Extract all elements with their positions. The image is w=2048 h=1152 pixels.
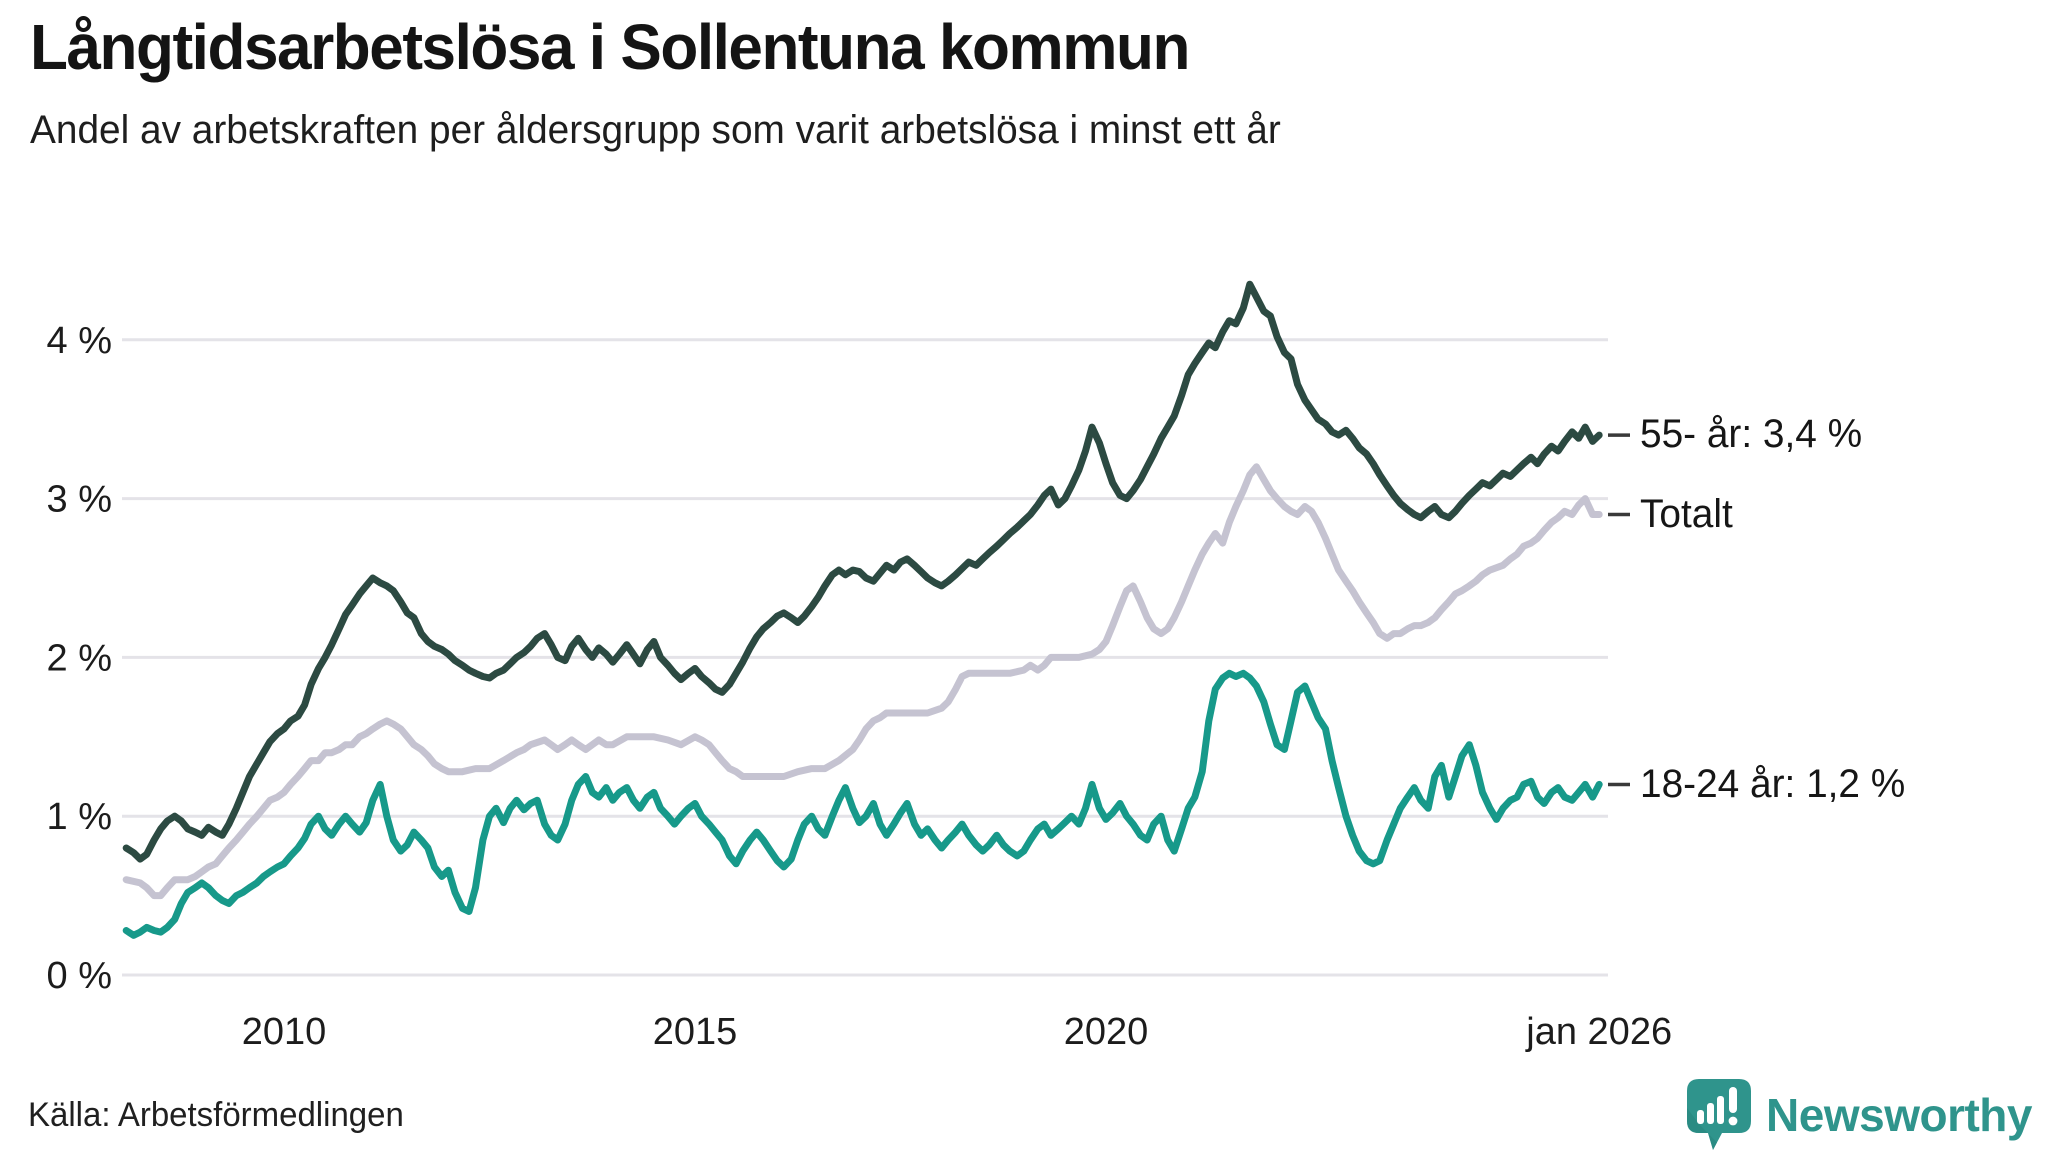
y-axis-tick-label: 4 % <box>47 320 112 362</box>
series-line-55-år <box>122 280 1603 863</box>
brand-name: Newsworthy <box>1766 1089 2032 1141</box>
series-end-label-18-24: 18-24 år: 1,2 % <box>1640 762 1906 806</box>
brand-lockup: Newsworthy <box>1686 1078 2032 1152</box>
y-axis-tick-label: 1 % <box>47 796 112 838</box>
y-axis-tick-label: 0 % <box>47 955 112 997</box>
x-axis-tick-label: 2015 <box>653 1011 738 1053</box>
y-axis-tick-label: 2 % <box>47 637 112 679</box>
x-axis-tick-label: 2020 <box>1064 1011 1149 1053</box>
x-axis-tick-label: jan 2026 <box>1525 1011 1672 1053</box>
page-title: Långtidsarbetslösa i Sollentuna kommun <box>30 11 1190 83</box>
series-end-label-totalt: Totalt <box>1640 492 1733 536</box>
series-end-label-55: 55- år: 3,4 % <box>1640 412 1863 456</box>
page-subtitle: Andel av arbetskraften per åldersgrupp s… <box>30 108 1281 152</box>
series-line-18-24år <box>122 669 1603 939</box>
source-note: Källa: Arbetsförmedlingen <box>28 1096 404 1134</box>
series-line-Totalt <box>122 463 1603 900</box>
x-axis-tick-label: 2010 <box>242 1011 327 1053</box>
newsworthy-logo-icon <box>1687 1079 1752 1150</box>
y-axis-tick-label: 3 % <box>47 479 112 521</box>
